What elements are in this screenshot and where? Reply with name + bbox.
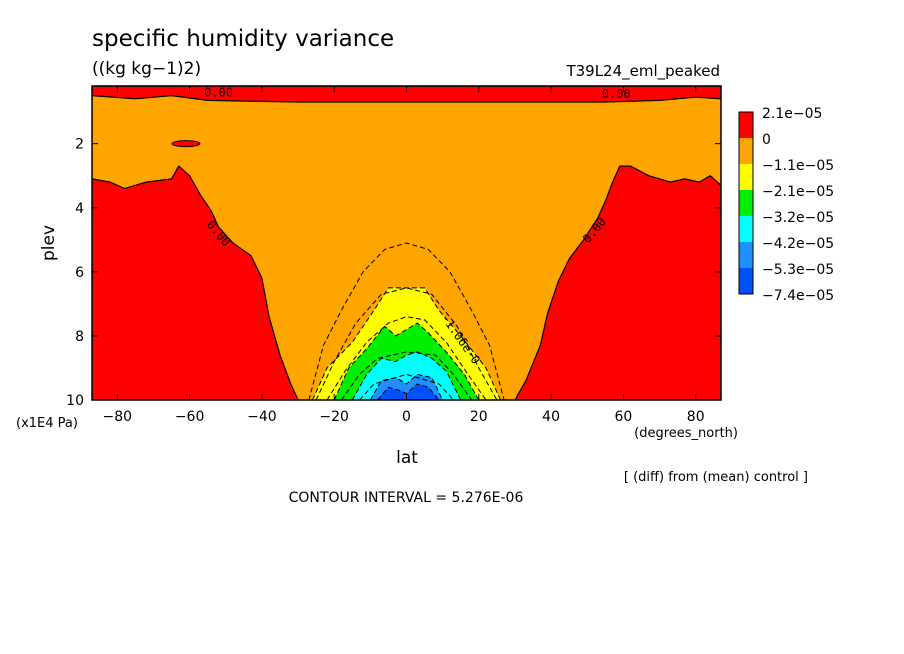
- y-tick-label: 4: [75, 201, 84, 217]
- colorbar-frame: [738, 111, 754, 295]
- dashed-contour-3: [340, 351, 473, 400]
- x-tick-label: 40: [542, 409, 560, 425]
- contour-label: 0.00: [204, 85, 233, 99]
- x-tick-label: −80: [103, 409, 133, 425]
- x-tick-label: −20: [319, 409, 349, 425]
- colorbar-label: −2.1e−05: [762, 184, 834, 200]
- positive-region-north: [514, 165, 721, 400]
- colorbar-swatch: [739, 268, 753, 294]
- chart-units: ((kg kg−1)2): [92, 59, 201, 79]
- dashed-contour-0: [308, 242, 505, 400]
- dashed-contour-1: [315, 287, 498, 400]
- colorbar-swatch: [739, 242, 753, 268]
- contour-label: 0.00: [602, 87, 631, 101]
- colorbar-swatch: [739, 112, 753, 138]
- y-axis-units: (x1E4 Pa): [16, 416, 78, 431]
- positive-patch: [171, 140, 201, 148]
- x-axis-units: (degrees_north): [634, 426, 738, 441]
- colorbar-swatch: [739, 190, 753, 216]
- colorbar-swatch: [739, 216, 753, 242]
- colorbar-label: 0: [762, 132, 771, 148]
- x-tick-label: 20: [470, 409, 488, 425]
- y-tick-label: 8: [75, 329, 84, 345]
- x-tick-label: 0: [402, 409, 411, 425]
- dashed-contour-2: [326, 316, 487, 400]
- y-tick-label: 2: [75, 137, 84, 153]
- contour-interval-label: CONTOUR INTERVAL = 5.276E-06: [289, 490, 524, 506]
- y-tick-label: 6: [75, 265, 84, 281]
- colorbar-label: −4.2e−05: [762, 236, 834, 252]
- colorbar: 2.1e−05 0 −1.1e−05 −2.1e−05 −3.2e−05 −4.2e−05…: [738, 106, 834, 304]
- difference-note: [ (diff) from (mean) control ]: [624, 470, 808, 485]
- colorbar-label: −1.1e−05: [762, 158, 834, 174]
- chart-title: specific humidity variance: [92, 26, 394, 52]
- colorbar-swatch: [739, 164, 753, 190]
- dashed-contour-4: [359, 373, 454, 400]
- colorbar-label: −5.3e−05: [762, 262, 834, 278]
- x-tick-label: −40: [247, 409, 277, 425]
- plot-area: 0.00 0.000.00 0.00-1.06e-0 −80 −60 −40 −20 0 20…: [66, 85, 722, 425]
- y-axis-label: plev: [39, 225, 59, 261]
- colorbar-label: −7.4e−05: [762, 288, 834, 304]
- positive-region-top: [92, 86, 721, 103]
- negative-band-blue: [376, 383, 440, 400]
- x-axis-label: lat: [396, 448, 418, 468]
- y-tick-label: 10: [66, 393, 84, 409]
- positive-region-south: [92, 165, 299, 400]
- colorbar-label: 2.1e−05: [762, 106, 822, 122]
- x-tick-label: 60: [614, 409, 632, 425]
- x-tick-label: −60: [175, 409, 205, 425]
- colorbar-swatch: [739, 138, 753, 164]
- x-tick-label: 80: [687, 409, 705, 425]
- colorbar-label: −3.2e−05: [762, 210, 834, 226]
- experiment-label: T39L24_eml_peaked: [565, 62, 720, 81]
